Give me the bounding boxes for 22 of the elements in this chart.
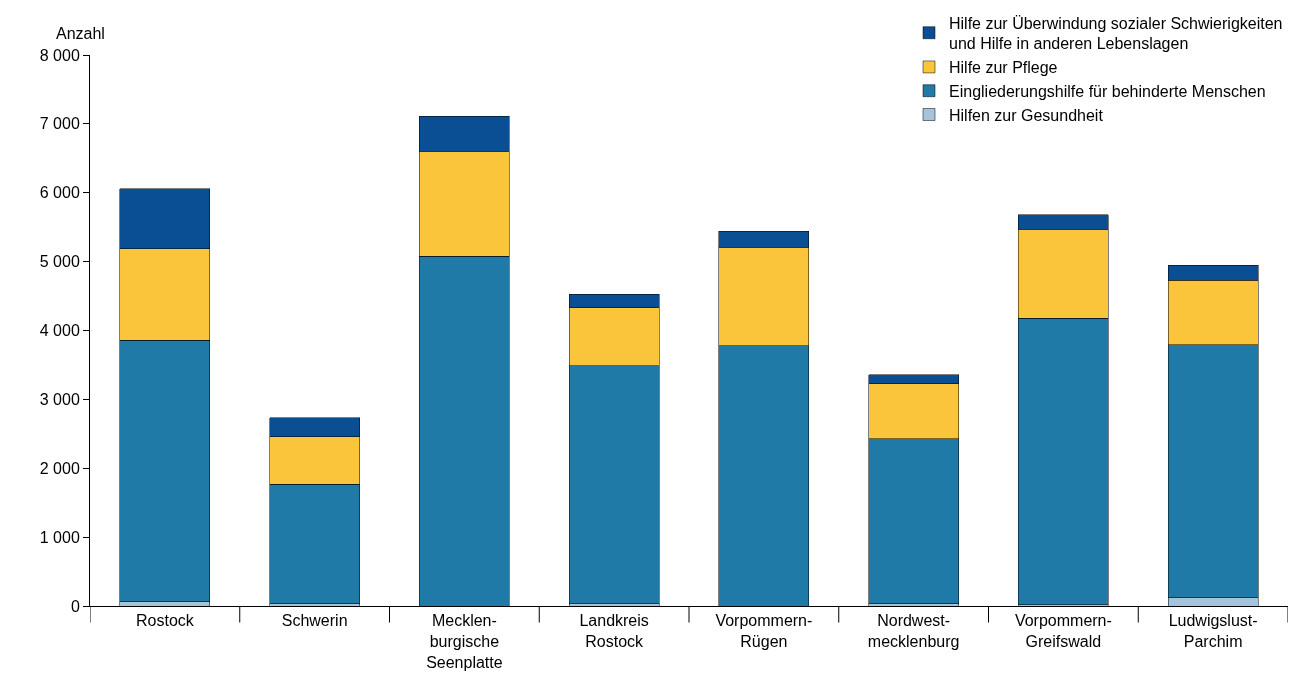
y-tick-label: 4 000 bbox=[39, 322, 80, 340]
x-tick-label: Vorpommern- Rügen bbox=[715, 612, 813, 650]
y-tick-label: 7 000 bbox=[39, 115, 80, 133]
x-tick-label: Mecklen- burgische Seenplatte bbox=[426, 612, 503, 671]
y-tick-label: 0 bbox=[70, 597, 80, 615]
y-tick-label: 5 000 bbox=[39, 253, 80, 271]
x-tick-label: Rostock bbox=[135, 612, 195, 630]
legend-label: Hilfe zur Pflege bbox=[949, 59, 1058, 77]
legend-label: Eingliederungshilfe für behinderte Menschen bbox=[949, 82, 1266, 100]
x-tick-label: Schwerin bbox=[281, 612, 348, 630]
legend-label: Hilfe zur Überwindung sozialer Schwierigkeiten und Hilfe in anderen Lebenslagen bbox=[949, 14, 1283, 53]
x-tick-label: Nordwest- mecklenburg bbox=[867, 612, 960, 650]
y-tick-label: 2 000 bbox=[39, 459, 80, 477]
y-tick-label: 3 000 bbox=[39, 390, 80, 408]
x-tick-label: Landkreis Rostock bbox=[579, 612, 649, 650]
x-tick-label: Vorpommern- Greifswald bbox=[1014, 612, 1112, 650]
legend-label: Hilfen zur Gesundheit bbox=[949, 106, 1104, 124]
y-axis-title: Anzahl bbox=[56, 25, 105, 42]
y-tick-label: 1 000 bbox=[39, 528, 80, 546]
y-tick-label: 8 000 bbox=[39, 46, 80, 64]
y-tick-label: 6 000 bbox=[39, 184, 80, 202]
x-tick-label: Ludwigslust- Parchim bbox=[1168, 612, 1258, 650]
